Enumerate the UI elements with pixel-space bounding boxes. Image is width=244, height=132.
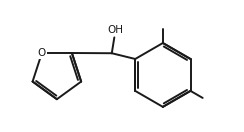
Text: OH: OH [108, 25, 124, 35]
Text: O: O [38, 48, 46, 58]
